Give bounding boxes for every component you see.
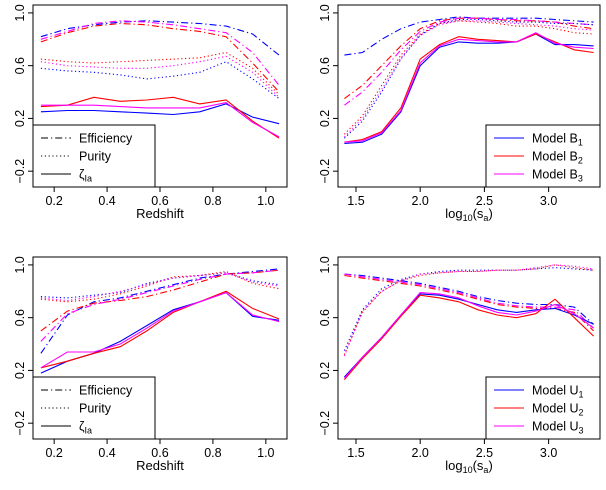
legend-entry-label: Purity bbox=[79, 402, 112, 416]
y-tick-label: 0.2 bbox=[318, 110, 332, 127]
series-line-solid-2 bbox=[40, 96, 280, 139]
y-tick-label: 0.6 bbox=[13, 57, 27, 74]
legend-box bbox=[485, 376, 601, 440]
series-line-solid-3 bbox=[40, 291, 280, 369]
x-tick-label: 2.5 bbox=[476, 194, 493, 208]
y-tick-label: 0.6 bbox=[318, 309, 332, 326]
legend: Model B1 Model B2 Model B3 bbox=[485, 124, 601, 188]
y-tick-label: 0.2 bbox=[13, 362, 27, 379]
x-tick-label: 0.4 bbox=[98, 446, 115, 460]
series-line-solid-1 bbox=[344, 33, 594, 145]
x-tick-label: 0.8 bbox=[204, 194, 221, 208]
legend-entry-label: Model U1 bbox=[532, 384, 584, 400]
legend-entry-label: Purity bbox=[79, 150, 112, 164]
series-line-dotdash-3 bbox=[344, 273, 594, 329]
series-line-solid-3 bbox=[343, 292, 594, 379]
y-tick-label: −0.2 bbox=[13, 159, 27, 184]
legend: Efficiency Purity ζIa bbox=[32, 124, 156, 188]
legend: Model U1 Model U2 Model U3 bbox=[485, 376, 601, 440]
plot-frame bbox=[337, 256, 601, 440]
series-line-dotted-1 bbox=[40, 61, 280, 100]
x-tick-label: 1.0 bbox=[257, 194, 274, 208]
series-line-dotdash-2 bbox=[344, 274, 594, 332]
legend-entry-label: ζIa bbox=[79, 168, 92, 184]
x-tick-label: 0.4 bbox=[98, 194, 115, 208]
x-tick-label: 1.5 bbox=[347, 194, 364, 208]
y-tick-label: −0.2 bbox=[318, 159, 332, 184]
x-axis-label: Redshift bbox=[136, 206, 184, 221]
x-axis-label: log10(sa) bbox=[445, 458, 493, 475]
panel-bottom-right: 1.5 2.0 2.5 3.0 −0.2 0.2 0.6 1.0 log10(sa) Model … bbox=[318, 256, 601, 475]
y-tick-label: 0.2 bbox=[13, 110, 27, 127]
y-tick-label: 0.2 bbox=[318, 362, 332, 379]
legend-entry-label: Model U2 bbox=[532, 402, 584, 418]
series-line-solid-2 bbox=[343, 294, 594, 381]
series-line-dotdash-3 bbox=[40, 269, 280, 342]
y-tick-label: 1.0 bbox=[318, 4, 332, 21]
series-line-dotdash-3 bbox=[344, 17, 594, 106]
x-tick-label: 2.5 bbox=[476, 446, 493, 460]
x-axis-label: Redshift bbox=[136, 458, 184, 473]
series-line-dotdash-2 bbox=[40, 22, 280, 93]
y-tick-label: 1.0 bbox=[318, 256, 332, 273]
legend-entry-label: Model B3 bbox=[532, 168, 583, 184]
legend-entry-label: Model B2 bbox=[532, 150, 583, 166]
series-line-dotted-2 bbox=[40, 51, 280, 96]
legend-entry-label: Efficiency bbox=[79, 384, 133, 398]
x-tick-label: 1.0 bbox=[257, 446, 274, 460]
y-tick-label: 0.6 bbox=[13, 309, 27, 326]
series-line-dotted-2 bbox=[40, 270, 280, 303]
x-tick-label: 3.0 bbox=[540, 194, 557, 208]
series-line-solid-1 bbox=[40, 291, 280, 374]
x-tick-label: 0.6 bbox=[151, 446, 168, 460]
y-tick-label: −0.2 bbox=[13, 411, 27, 436]
series-line-dotted-1 bbox=[40, 272, 280, 299]
x-tick-label: 0.8 bbox=[204, 446, 221, 460]
x-tick-label: 2.0 bbox=[412, 446, 429, 460]
series-line-dotted-3 bbox=[40, 272, 280, 302]
x-tick-label: 0.6 bbox=[151, 194, 168, 208]
y-tick-label: 1.0 bbox=[13, 256, 27, 273]
x-tick-label: 2.0 bbox=[412, 194, 429, 208]
legend-entry-label: ζIa bbox=[79, 420, 92, 436]
plot-frame bbox=[337, 4, 601, 188]
series-line-solid-2 bbox=[344, 33, 594, 143]
x-tick-label: 1.5 bbox=[347, 446, 364, 460]
panel-bottom-left: 0.2 0.4 0.6 0.8 1.0 −0.2 0.2 0.6 1.0 Redshift Effi… bbox=[13, 256, 288, 473]
y-tick-label: −0.2 bbox=[318, 411, 332, 436]
series-line-dotted-1 bbox=[344, 18, 594, 139]
series-line-dotdash-2 bbox=[344, 17, 594, 100]
x-tick-label: 3.0 bbox=[540, 446, 557, 460]
legend-entry-label: Model U3 bbox=[532, 420, 584, 436]
series-line-dotted-2 bbox=[343, 264, 594, 355]
series-line-dotted-3 bbox=[343, 264, 594, 357]
series-line-dotdash-3 bbox=[40, 20, 280, 86]
legend: Efficiency Purity ζIa bbox=[32, 376, 156, 440]
series-line-solid-2 bbox=[40, 290, 280, 369]
panel-top-left: 0.2 0.4 0.6 0.8 1.0 −0.2 0.2 0.6 1.0 Redshift Effi… bbox=[13, 4, 288, 221]
series-line-solid-3 bbox=[344, 32, 594, 143]
series-line-dotdash-1 bbox=[344, 16, 594, 56]
x-axis-label: log10(sa) bbox=[445, 206, 493, 223]
series-line-dotdash-1 bbox=[40, 20, 280, 56]
panel-top-right: 1.5 2.0 2.5 3.0 −0.2 0.2 0.6 1.0 log10(sa) Model … bbox=[318, 4, 601, 223]
legend-entry-label: Efficiency bbox=[79, 132, 133, 146]
y-tick-label: 0.6 bbox=[318, 57, 332, 74]
series-line-dotdash-1 bbox=[344, 273, 594, 325]
x-tick-label: 0.2 bbox=[45, 446, 62, 460]
legend-entry-label: Model B1 bbox=[532, 132, 583, 148]
y-tick-label: 1.0 bbox=[13, 4, 27, 21]
x-tick-label: 0.2 bbox=[45, 194, 62, 208]
series-line-dotted-3 bbox=[40, 55, 280, 98]
series-line-dotted-1 bbox=[343, 267, 594, 351]
series-line-dotdash-1 bbox=[40, 268, 280, 354]
series-line-solid-3 bbox=[40, 102, 280, 138]
